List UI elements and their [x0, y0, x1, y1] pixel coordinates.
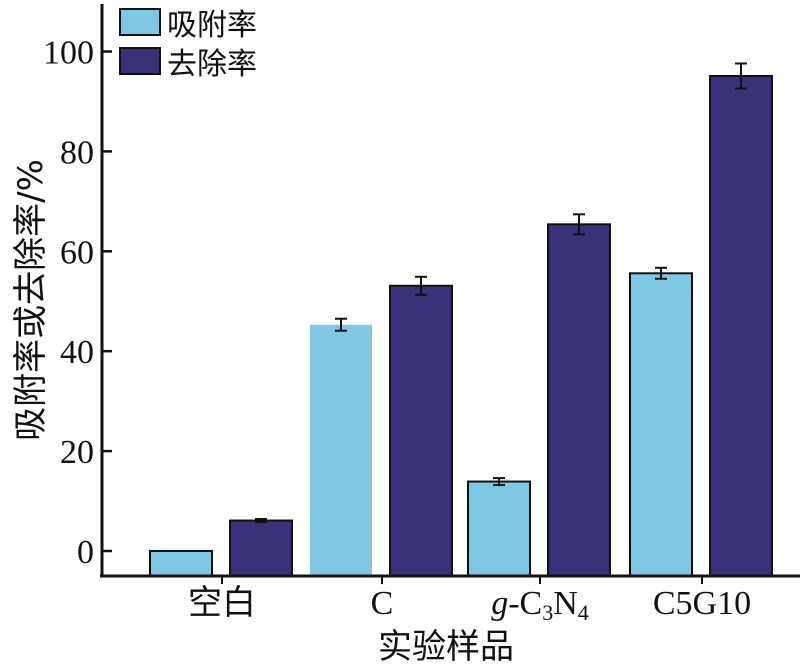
- legend-label-removal: 去除率: [167, 47, 257, 82]
- bar-adsorption-1: [310, 324, 372, 576]
- error-bar-adsorption-3: [655, 266, 667, 280]
- legend-label-adsorption: 吸附率: [167, 8, 257, 43]
- x-tick-label: g-C3N4: [491, 585, 589, 625]
- x-tick-label: C: [371, 585, 394, 622]
- y-tick-label: 0: [77, 534, 94, 571]
- error-bar-removal-2: [573, 213, 585, 236]
- bar-removal-3: [709, 74, 773, 578]
- y-tick-label: 60: [60, 234, 94, 271]
- bar-removal-1: [389, 284, 453, 577]
- error-bar-removal-0: [255, 518, 267, 524]
- x-axis-title: 实验样品: [378, 627, 514, 666]
- bar-adsorption-2: [467, 480, 531, 577]
- error-bar-removal-3: [735, 62, 747, 90]
- bar-adsorption-3: [629, 272, 693, 577]
- error-bars-layer: [255, 62, 747, 524]
- y-axis-title: 吸附率或去除率/%: [11, 159, 51, 441]
- y-tick-label: 100: [43, 35, 94, 72]
- bar-adsorption-0: [149, 550, 213, 577]
- y-tick-label: 20: [60, 434, 94, 471]
- y-tick-label: 40: [60, 334, 94, 371]
- bars-layer: [149, 74, 773, 578]
- y-ticks: 0 20 40 60 80 100: [43, 35, 112, 571]
- x-tick-label: 空白: [188, 583, 256, 623]
- legend-swatch-removal: [119, 47, 161, 75]
- bar-removal-2: [547, 223, 611, 577]
- legend: 吸附率 去除率: [119, 8, 257, 82]
- error-bar-adsorption-2: [493, 477, 505, 487]
- y-tick-label: 80: [60, 134, 94, 171]
- error-bar-adsorption-1: [335, 317, 347, 332]
- x-tick-label: C5G10: [653, 585, 751, 622]
- error-bar-removal-1: [415, 275, 427, 296]
- legend-swatch-adsorption: [119, 8, 161, 36]
- bar-removal-0: [229, 519, 293, 578]
